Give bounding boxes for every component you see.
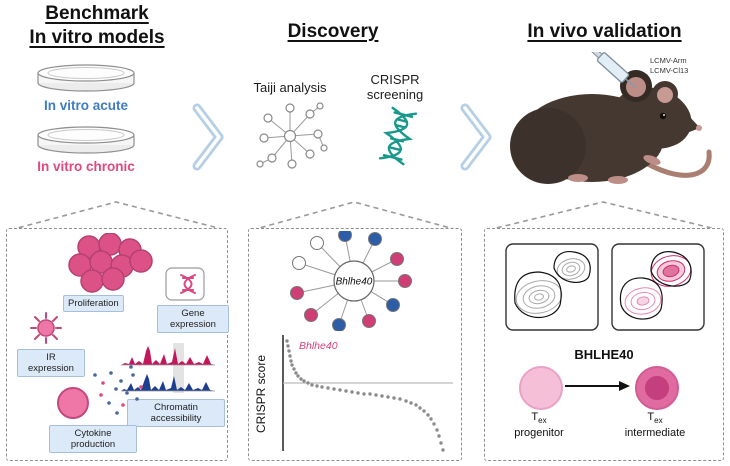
network-center-label: Bhlhe40 (336, 277, 373, 288)
tex-intermediate-sub: ex (654, 416, 663, 426)
proliferation-icon (68, 233, 153, 293)
tex-intermediate-t: T (647, 411, 655, 423)
dna-helix-icon (378, 106, 418, 166)
tex-progenitor-name: progenitor (514, 427, 564, 440)
bhlhe40-arrow-label: BHLHE40 (574, 347, 634, 362)
in-vitro-acute-label: In vitro acute (43, 98, 129, 113)
lcmv-arm-label: LCMV-Arm (650, 56, 687, 65)
heading-in-vivo-validation: In vivo validation (492, 20, 717, 44)
taiji-network-icon (256, 102, 328, 169)
mouse-ear (626, 77, 646, 97)
box-in-vitro-readouts: Proliferation Gene expression IR express… (6, 228, 229, 461)
cytokine-production-label: Cytokine production (49, 425, 137, 453)
tex-progenitor-cell (519, 366, 563, 410)
tex-progenitor-t: T (531, 411, 539, 423)
petri-dish-chronic-icon (37, 126, 135, 154)
cytokine-production-icon (57, 365, 143, 419)
bhlhe40-network: Bhlhe40 (290, 231, 412, 331)
crispr-score-plot: Bhlhe40 (282, 335, 453, 452)
crispr-screening-label: CRISPR screening (366, 72, 424, 102)
transition-arrow (565, 381, 630, 391)
injection-labels: LCMV-Arm LCMV-Cl13 (650, 56, 688, 75)
heading-benchmark-line2: In vitro models (29, 27, 165, 48)
bhlhe40-plot-annotation: Bhlhe40 (299, 340, 338, 352)
tex-progenitor-caption: Tex progenitor (499, 411, 579, 440)
gene-expression-label: Gene expression (157, 305, 229, 333)
network-nodes (290, 231, 412, 331)
chromatin-accessibility-icon (121, 343, 215, 393)
tex-intermediate-cell (635, 366, 679, 410)
ir-expression-icon (30, 312, 62, 344)
box-in-vivo-results: BHLHE40 Tex progenitor Tex intermediate (484, 228, 724, 461)
syringe-icon (591, 52, 636, 89)
gene-expression-icon (165, 267, 205, 301)
flow-cytometry-panels (505, 243, 705, 331)
network-center-node (333, 260, 375, 302)
heading-discovery: Discovery (268, 20, 398, 44)
tex-progenitor-sub: ex (538, 416, 547, 426)
heading-benchmark-line1: Benchmark (45, 3, 149, 24)
mouse-tail (645, 149, 712, 178)
chevron-right-icon-1 (192, 103, 224, 171)
crispr-score-axis-label: CRISPR score (254, 354, 268, 434)
mouse-nose (696, 125, 702, 131)
heading-discovery-text: Discovery (287, 21, 379, 42)
chevron-right-icon-2 (460, 103, 492, 171)
tex-intermediate-name: intermediate (624, 427, 686, 440)
tex-intermediate-caption: Tex intermediate (615, 411, 695, 440)
taiji-analysis-label: Taiji analysis (253, 80, 327, 95)
mouse-illustration (510, 52, 712, 184)
ir-expression-label: IR expression (17, 349, 85, 377)
heading-benchmark: Benchmark In vitro models (8, 2, 186, 50)
scatter-points (285, 339, 445, 452)
chromatin-accessibility-label: Chromatin accessibility (127, 399, 225, 427)
proliferation-label: Proliferation (63, 295, 124, 312)
heading-in-vivo-text: In vivo validation (527, 21, 682, 42)
box-discovery-results: Bhlhe40 CRISPR score Bhlhe40 (248, 228, 462, 461)
in-vitro-chronic-label: In vitro chronic (37, 159, 135, 174)
petri-dish-acute-icon (37, 64, 135, 92)
lcmv-cl13-label: LCMV-Cl13 (650, 65, 689, 75)
mouse-eye (659, 112, 667, 120)
